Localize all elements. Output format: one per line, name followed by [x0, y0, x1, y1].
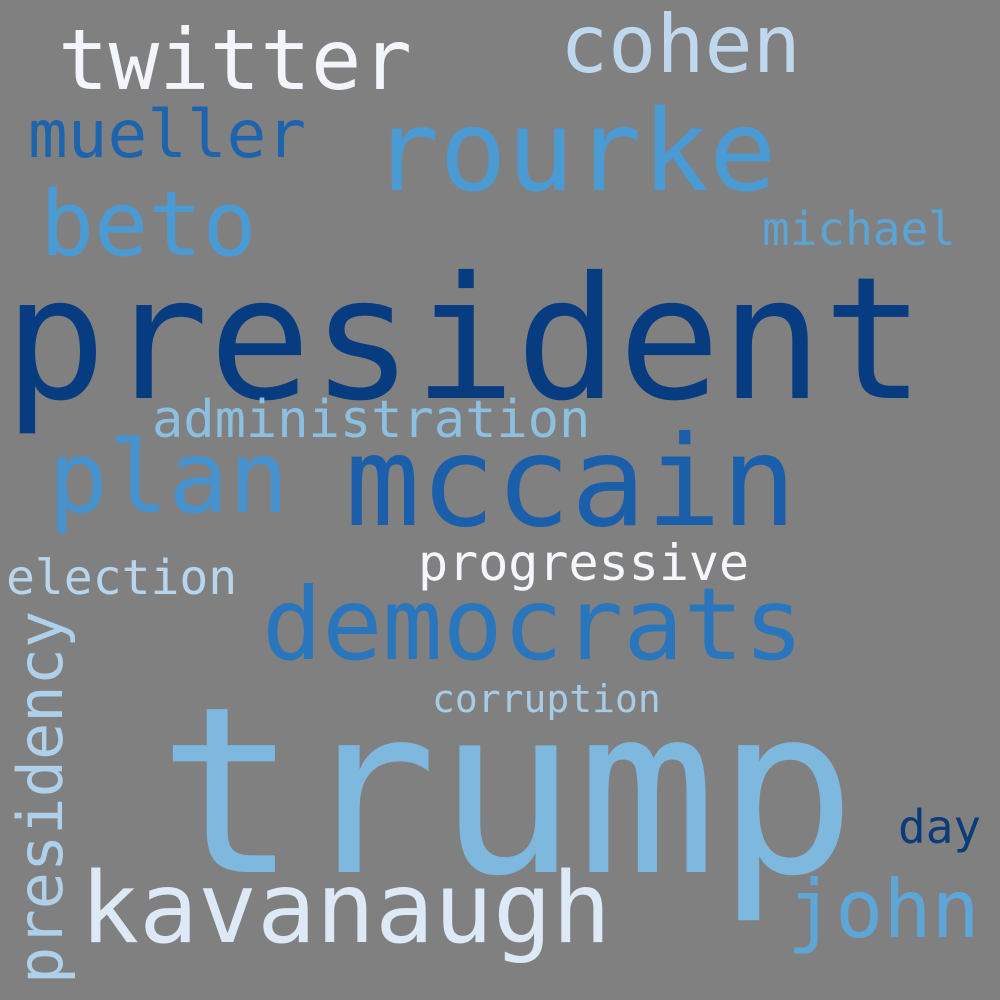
- word-john: john: [787, 863, 980, 956]
- word-michael: michael: [762, 202, 956, 256]
- word-administration: administration: [152, 390, 591, 450]
- word-democrats: democrats: [262, 566, 804, 683]
- word-president: president: [4, 241, 926, 439]
- word-presidency: presidency: [4, 610, 77, 984]
- word-mccain: mccain: [345, 410, 797, 555]
- word-mueller: mueller: [28, 96, 307, 173]
- word-progressive: progressive: [418, 534, 750, 592]
- word-day: day: [898, 800, 982, 854]
- word-beto: beto: [40, 172, 257, 277]
- word-cohen: cohen: [560, 0, 801, 91]
- word-rourke: rourke: [372, 87, 777, 217]
- word-kavanaugh: kavanaugh: [80, 852, 612, 966]
- word-plan: plan: [48, 419, 289, 536]
- word-election: election: [6, 550, 238, 606]
- word-trump: trump: [158, 657, 857, 927]
- word-twitter: twitter: [58, 11, 413, 109]
- word-corruption: corruption: [432, 677, 661, 721]
